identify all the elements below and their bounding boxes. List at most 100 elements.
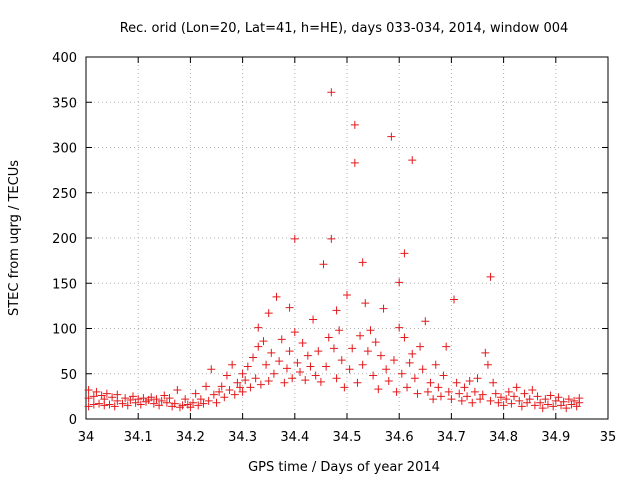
data-point <box>400 249 409 258</box>
data-point <box>84 386 93 395</box>
data-point <box>376 351 385 360</box>
data-point <box>374 385 383 394</box>
x-tick-labels: 34 34.1 34.2 34.3 34.4 34.5 34.6 34.7 34.8 34.9 35 <box>78 430 617 445</box>
data-points <box>84 88 584 413</box>
y-tick-label: 150 <box>52 277 77 292</box>
data-point <box>348 344 357 353</box>
data-point <box>350 158 359 167</box>
data-point <box>549 402 558 411</box>
data-point <box>267 348 276 357</box>
data-point <box>113 390 122 399</box>
data-point <box>530 401 539 410</box>
data-point <box>468 398 477 407</box>
data-point <box>194 401 203 410</box>
data-point <box>306 362 315 371</box>
data-point <box>543 400 552 409</box>
data-point <box>264 376 273 385</box>
data-point <box>280 378 289 387</box>
data-point <box>319 260 328 269</box>
data-point <box>186 403 195 412</box>
x-tick-label: 35 <box>600 430 617 445</box>
data-point <box>196 395 205 404</box>
x-tick-label: 34.9 <box>541 430 570 445</box>
data-point <box>559 397 568 406</box>
x-tick-label: 34.1 <box>124 430 153 445</box>
data-point <box>217 382 226 391</box>
data-point <box>84 402 93 411</box>
data-point <box>327 88 336 97</box>
data-point <box>160 391 169 400</box>
data-point <box>455 389 464 398</box>
data-point <box>486 272 495 281</box>
data-point <box>147 393 156 402</box>
x-tick-label: 34.7 <box>437 430 466 445</box>
data-point <box>335 326 344 335</box>
data-point <box>361 299 370 308</box>
data-point <box>554 393 563 402</box>
data-point <box>429 395 438 404</box>
data-point <box>489 378 498 387</box>
data-point <box>562 404 571 413</box>
data-point <box>220 393 229 402</box>
data-point <box>212 398 221 407</box>
data-point <box>251 374 260 383</box>
data-point <box>269 369 278 378</box>
data-point <box>215 387 224 396</box>
data-point <box>494 398 503 407</box>
data-point <box>575 394 584 403</box>
data-point <box>329 344 338 353</box>
data-point <box>199 399 208 408</box>
data-point <box>499 401 508 410</box>
data-point <box>345 365 354 374</box>
data-point <box>249 353 258 362</box>
data-point <box>228 360 237 369</box>
data-point <box>389 356 398 365</box>
y-tick-label: 0 <box>69 413 77 428</box>
y-tick-label: 50 <box>60 368 77 383</box>
data-point <box>457 396 466 405</box>
data-point <box>241 376 250 385</box>
data-point <box>118 399 127 408</box>
data-point <box>170 399 179 408</box>
data-point <box>486 396 495 405</box>
data-point <box>230 390 239 399</box>
y-tick-label: 100 <box>52 323 77 338</box>
data-point <box>478 390 487 399</box>
data-point <box>259 337 268 346</box>
data-point <box>395 323 404 332</box>
data-point <box>343 291 351 300</box>
y-axis-label: STEC from uqrg / TECUs <box>7 160 22 316</box>
data-point <box>181 395 190 404</box>
data-point <box>416 342 425 351</box>
data-point <box>450 295 459 304</box>
data-point <box>371 338 380 347</box>
data-point <box>536 398 545 407</box>
data-point <box>309 315 318 324</box>
data-point <box>311 371 320 380</box>
data-point <box>426 378 435 387</box>
data-point <box>123 401 132 410</box>
data-point <box>395 278 404 287</box>
data-point <box>541 395 550 404</box>
data-point <box>235 383 244 392</box>
data-point <box>121 394 130 403</box>
data-point <box>84 394 93 403</box>
data-point <box>316 377 325 386</box>
data-point <box>290 328 299 337</box>
data-point <box>533 392 542 401</box>
axis-ticks <box>85 56 609 420</box>
data-point <box>512 383 521 392</box>
x-tick-label: 34.6 <box>385 430 414 445</box>
data-point <box>149 399 158 408</box>
x-axis-label: GPS time / Days of year 2014 <box>248 460 440 475</box>
data-point <box>157 396 166 405</box>
data-point <box>108 393 117 402</box>
data-point <box>277 335 286 344</box>
data-point <box>473 374 482 383</box>
data-point <box>491 389 500 398</box>
data-point <box>204 396 213 405</box>
data-point <box>322 362 331 371</box>
y-tick-label: 200 <box>52 232 77 247</box>
x-tick-label: 34.4 <box>280 430 309 445</box>
